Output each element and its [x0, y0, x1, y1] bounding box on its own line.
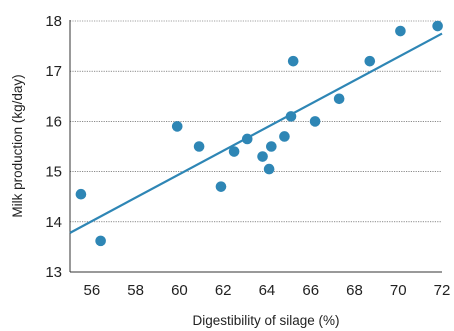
grid-lines: [70, 20, 442, 223]
axes: [69, 20, 442, 273]
data-point-5: [215, 181, 227, 192]
x-tick-label-72: 72: [434, 282, 451, 299]
data-point-10: [266, 141, 277, 152]
x-axis-title: Digestibility of silage (%): [192, 313, 339, 328]
data-point-1: [75, 188, 87, 200]
data-point-4: [193, 141, 205, 152]
data-point-15: [333, 93, 345, 105]
x-tick-label-56: 56: [84, 282, 101, 299]
x-tick-label-66: 66: [302, 282, 319, 299]
data-point-2: [95, 235, 106, 247]
y-tick-label-17: 17: [45, 63, 62, 80]
y-axis-title: Milk production (kg/day): [10, 74, 25, 217]
y-tick-label-18: 18: [45, 13, 62, 30]
data-point-9: [263, 163, 275, 175]
y-tick-label-15: 15: [45, 164, 62, 181]
y-tick-label-13: 13: [45, 264, 62, 281]
data-point-18: [432, 20, 443, 32]
data-point-16: [364, 55, 376, 67]
y-tick-label-16: 16: [45, 113, 62, 130]
y-tick-label-14: 14: [45, 214, 62, 231]
data-point-6: [228, 146, 240, 157]
x-tick-label-58: 58: [127, 282, 144, 299]
data-point-13: [287, 55, 299, 67]
x-tick-label-68: 68: [346, 282, 363, 299]
trend-line: [69, 32, 443, 234]
x-tick-label-70: 70: [390, 282, 407, 299]
trend-line-layer: [69, 32, 443, 234]
data-point-17: [395, 25, 406, 37]
data-point-7: [241, 133, 253, 145]
tick-labels: 13 14 15 16 17 18 56 58 60 62 64 66 68 70 72: [45, 13, 450, 299]
data-point-8: [257, 151, 268, 162]
x-tick-label-60: 60: [171, 282, 188, 299]
x-tick-label-64: 64: [259, 282, 276, 299]
x-tick-label-62: 62: [215, 282, 232, 299]
data-point-11: [279, 131, 290, 142]
data-point-3: [171, 121, 183, 132]
data-points: [75, 20, 443, 247]
data-point-14: [309, 116, 321, 127]
data-point-12: [285, 111, 297, 122]
